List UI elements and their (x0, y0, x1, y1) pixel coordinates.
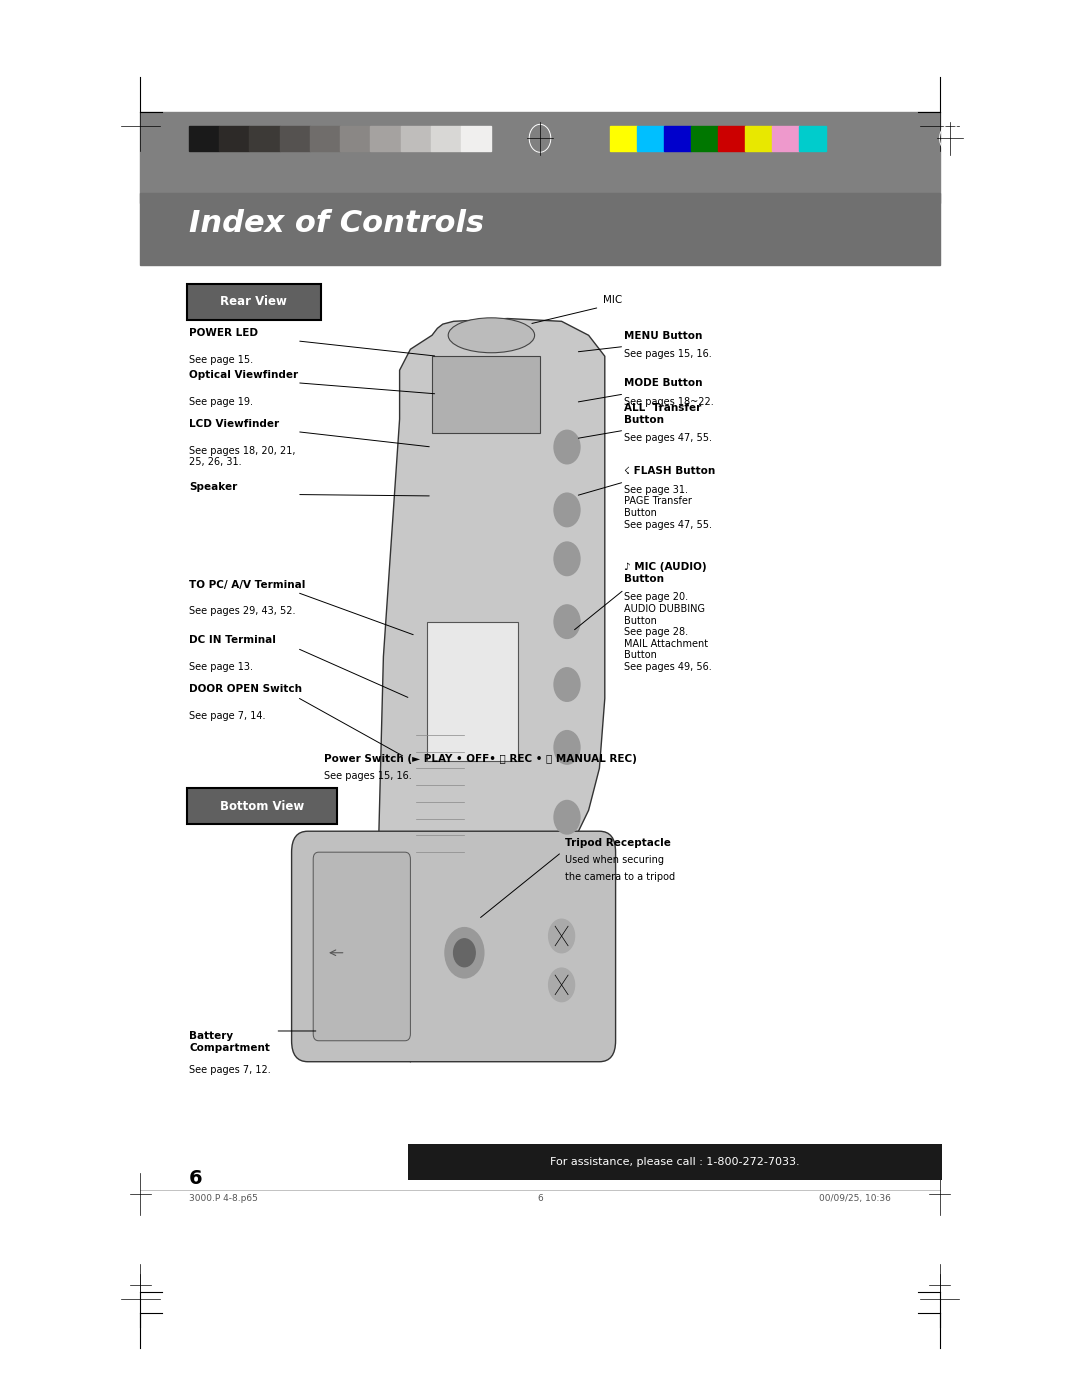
Text: See pages 15, 16.: See pages 15, 16. (324, 771, 411, 781)
Bar (718, 126, 745, 151)
Circle shape (554, 800, 580, 834)
Text: Used when securing: Used when securing (565, 855, 664, 865)
Bar (370, 126, 401, 151)
Bar (664, 126, 691, 151)
FancyBboxPatch shape (313, 852, 410, 1041)
Text: See page 19.: See page 19. (189, 397, 253, 407)
Circle shape (549, 968, 575, 1002)
Bar (219, 126, 249, 151)
Text: POWER LED: POWER LED (189, 328, 258, 338)
Bar (140, 193, 940, 265)
Text: DC IN Terminal: DC IN Terminal (189, 636, 275, 645)
Bar (610, 126, 637, 151)
Text: DOOR OPEN Switch: DOOR OPEN Switch (189, 685, 302, 694)
Text: See page 7, 14.: See page 7, 14. (189, 711, 266, 721)
Text: Power Switch (► PLAY • OFF• 📷 REC • 🎥 MANUAL REC): Power Switch (► PLAY • OFF• 📷 REC • 🎥 MA… (324, 754, 637, 764)
Circle shape (554, 731, 580, 764)
Text: 6: 6 (537, 1194, 543, 1203)
Text: ♪ MIC (AUDIO)
Button: ♪ MIC (AUDIO) Button (624, 563, 707, 584)
Text: Bottom View: Bottom View (220, 799, 305, 813)
Text: See page 20.
AUDIO DUBBING
Button
See page 28.
MAIL Attachment
Button
See pages : See page 20. AUDIO DUBBING Button See pa… (624, 592, 712, 672)
Text: the camera to a tripod: the camera to a tripod (565, 872, 675, 882)
Text: 6: 6 (189, 1169, 203, 1189)
Polygon shape (378, 319, 605, 1062)
Bar (140, 112, 940, 203)
Bar (745, 126, 772, 151)
Bar (432, 356, 540, 433)
Bar (691, 126, 718, 151)
Circle shape (554, 542, 580, 576)
FancyBboxPatch shape (292, 831, 616, 1062)
Text: ALL  Transfer
Button: ALL Transfer Button (624, 404, 702, 425)
Bar (427, 622, 518, 761)
Circle shape (554, 605, 580, 638)
Bar (772, 126, 799, 151)
Circle shape (549, 919, 575, 953)
Text: LCD Viewfinder: LCD Viewfinder (189, 419, 279, 429)
Bar (799, 126, 826, 151)
Text: Rear View: Rear View (220, 295, 287, 309)
Text: 3000.P 4-8.p65: 3000.P 4-8.p65 (189, 1194, 258, 1203)
FancyBboxPatch shape (187, 788, 337, 824)
Text: See pages 18~22.: See pages 18~22. (624, 397, 714, 407)
Text: MIC: MIC (603, 295, 622, 305)
Text: See page 13.: See page 13. (189, 662, 253, 672)
Circle shape (445, 928, 484, 978)
Text: See page 15.: See page 15. (189, 355, 253, 365)
Circle shape (454, 939, 475, 967)
FancyBboxPatch shape (187, 284, 321, 320)
Bar (340, 126, 370, 151)
Text: 00/09/25, 10:36: 00/09/25, 10:36 (819, 1194, 891, 1203)
Text: Index of Controls: Index of Controls (189, 210, 484, 237)
Text: See pages 47, 55.: See pages 47, 55. (624, 433, 712, 443)
Circle shape (554, 493, 580, 527)
Text: MENU Button: MENU Button (624, 331, 703, 341)
Text: See page 31.
PAGE Transfer
Button
See pages 47, 55.: See page 31. PAGE Transfer Button See pa… (624, 485, 712, 529)
Bar (189, 126, 219, 151)
Text: TO PC/ A/V Terminal: TO PC/ A/V Terminal (189, 580, 306, 590)
Ellipse shape (448, 317, 535, 353)
Circle shape (554, 430, 580, 464)
Text: ☇ FLASH Button: ☇ FLASH Button (624, 467, 715, 476)
Bar (401, 126, 431, 151)
Bar (249, 126, 280, 151)
Bar (431, 126, 461, 151)
Bar (461, 126, 491, 151)
Text: For assistance, please call : 1-800-272-7033.: For assistance, please call : 1-800-272-… (550, 1157, 800, 1168)
Circle shape (554, 668, 580, 701)
Text: See pages 29, 43, 52.: See pages 29, 43, 52. (189, 606, 296, 616)
Text: See pages 15, 16.: See pages 15, 16. (624, 349, 712, 359)
Text: Tripod Receptacle: Tripod Receptacle (565, 838, 671, 848)
Bar (280, 126, 310, 151)
Text: MODE Button: MODE Button (624, 379, 703, 388)
Text: Optical Viewfinder: Optical Viewfinder (189, 370, 298, 380)
Text: Speaker: Speaker (189, 482, 238, 492)
FancyBboxPatch shape (408, 1144, 942, 1180)
Text: See pages 18, 20, 21,
25, 26, 31.: See pages 18, 20, 21, 25, 26, 31. (189, 446, 296, 467)
Bar (310, 126, 340, 151)
Bar (637, 126, 664, 151)
Text: Battery
Compartment: Battery Compartment (189, 1031, 270, 1052)
Text: See pages 7, 12.: See pages 7, 12. (189, 1065, 271, 1074)
